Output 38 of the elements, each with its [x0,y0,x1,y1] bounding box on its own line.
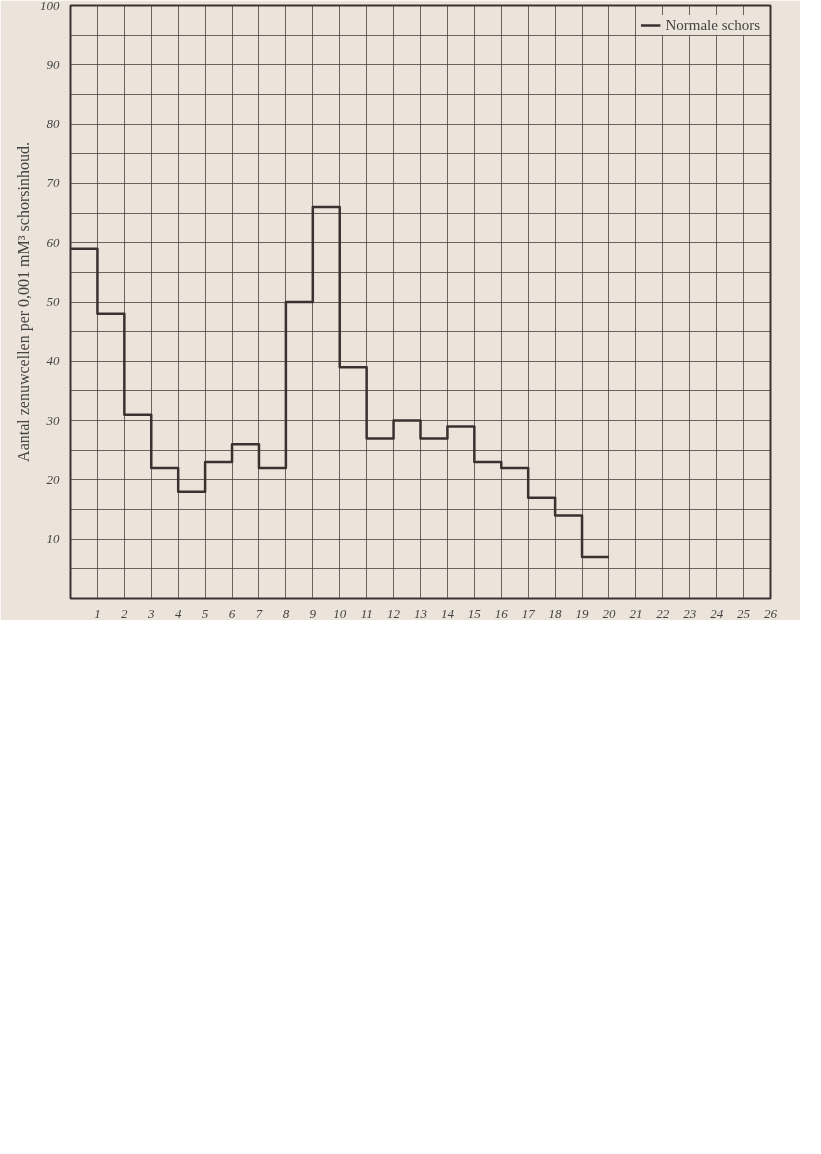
x-tick-label: 3 [147,605,156,621]
x-tick-label: 1 [94,605,101,621]
y-tick-label: 10 [46,531,60,547]
x-tick-label: 20 [602,605,616,621]
x-tick-label: 25 [737,605,751,621]
x-tick-label: 9 [309,605,317,621]
x-tick-label: 8 [282,605,290,621]
x-tick-label: 17 [521,605,536,621]
x-tick-label: 26 [764,605,778,621]
x-tick-label: 23 [683,605,697,621]
x-tick-label: 12 [387,605,401,621]
x-tick-label: 16 [494,605,509,621]
x-tick-label: 24 [710,605,724,621]
x-tick-label: 22 [656,605,670,621]
y-tick-label: 30 [45,412,60,428]
y-tick-label: 50 [46,294,60,309]
legend-label: Normale schors [665,16,760,34]
y-axis-title: Aantal zenuwcellen per 0,001 mM³ schorsinhoud. [15,142,33,462]
y-tick-label: 20 [46,471,60,487]
x-tick-label: 6 [228,605,236,621]
y-tick-label: 90 [46,56,60,72]
x-tick-label: 10 [333,605,347,621]
x-tick-label: 11 [360,605,373,621]
x-tick-label: 13 [414,605,428,621]
x-tick-label: 19 [575,605,590,621]
y-tick-label: 100 [40,0,60,13]
y-tick-label: 40 [46,353,60,369]
x-tick-label: 2 [121,605,129,621]
y-tick-label: 60 [46,234,60,250]
x-tick-label: 5 [201,605,209,621]
x-tick-label: 14 [440,605,455,621]
y-tick-label: 80 [46,116,60,132]
x-tick-label: 21 [629,605,643,621]
x-tick-label: 7 [255,605,263,621]
x-tick-label: 4 [174,605,182,621]
y-tick-label: 70 [46,175,60,191]
x-tick-label: 18 [548,605,563,621]
x-tick-label: 15 [467,605,482,621]
